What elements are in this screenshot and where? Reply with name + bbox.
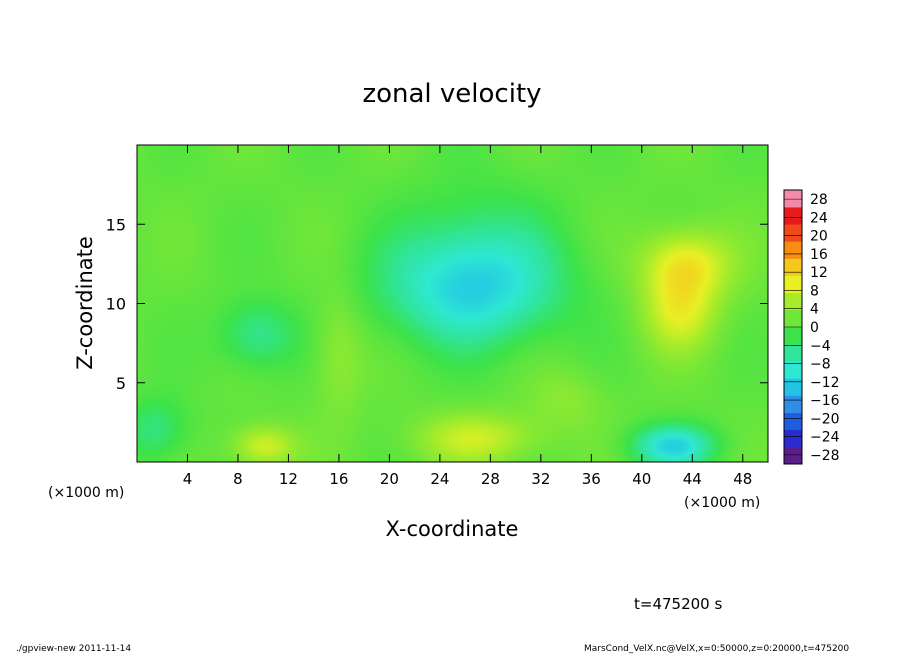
colorbar-band [784,361,802,379]
colorbar-band [784,412,802,431]
colorbar-label: −24 [810,430,840,446]
y-tick-label: 10 [106,295,126,314]
colorbar-label: 0 [810,320,819,336]
colorbar-label: −20 [810,411,840,427]
colorbar-band [784,190,802,208]
y-tick-label: 5 [116,374,126,393]
footer-left: ./gpview-new 2011-11-14 [16,644,131,654]
colorbar-band [784,446,802,465]
colorbar-labels: 28 24 20 16 12 8 4 0 −4 −8 −12 −16 −20 −24 −28 [784,192,840,464]
x-tick-label: 48 [733,470,752,488]
colorbar-band [784,429,802,448]
heatmap-field [137,145,768,462]
colorbar-band [784,292,802,311]
y-tick-label: 15 [106,215,126,234]
colorbar-label: 8 [810,283,819,299]
colorbar-band [784,344,802,362]
colorbar-band [784,224,802,242]
x-tick-label: 4 [183,470,193,488]
colorbar-label: −12 [810,375,840,391]
x-unit-right: (×1000 m) [684,495,760,511]
x-tick-label: 8 [233,470,243,488]
footer-right: MarsCond_VelX.nc@VelX,x=0:50000,z=0:2000… [584,644,849,654]
x-tick-label: 24 [430,470,449,488]
x-tick-label: 16 [329,470,348,488]
colorbar-label: 4 [810,302,819,318]
x-tick-label: 36 [582,470,601,488]
colorbar-label: 20 [810,229,828,245]
x-axis-label: X-coordinate [386,517,519,541]
x-axis-ticks: 4 8 12 16 20 24 28 32 36 40 44 48 [183,145,752,488]
heatmap-image [137,145,768,462]
y-axis-label: Z-coordinate [73,236,97,370]
colorbar-band [784,258,802,276]
x-tick-label: 20 [380,470,399,488]
colorbar-band [784,395,802,413]
colorbar-label: 28 [810,192,828,208]
x-tick-label: 12 [279,470,298,488]
colorbar-band [784,207,802,225]
colorbar-band [784,241,802,259]
x-tick-label: 28 [481,470,500,488]
colorbar [783,189,803,465]
colorbar-band [784,275,802,294]
x-tick-label: 40 [632,470,651,488]
x-tick-label: 32 [531,470,550,488]
x-tick-label: 44 [683,470,702,488]
colorbar-label: −8 [810,357,831,373]
x-unit-left: (×1000 m) [48,485,124,501]
time-label: t=475200 s [634,595,722,613]
colorbar-label: 24 [810,210,828,226]
colorbar-label: −28 [810,448,840,464]
colorbar-label: −4 [810,338,831,354]
colorbar-label: −16 [810,393,840,409]
y-axis-ticks: 5 10 15 [106,215,768,393]
colorbar-band [784,378,802,396]
colorbar-label: 16 [810,247,828,263]
colorbar-label: 12 [810,265,828,281]
colorbar-band [784,309,802,328]
chart-title: zonal velocity [362,79,541,109]
colorbar-band [784,327,802,345]
